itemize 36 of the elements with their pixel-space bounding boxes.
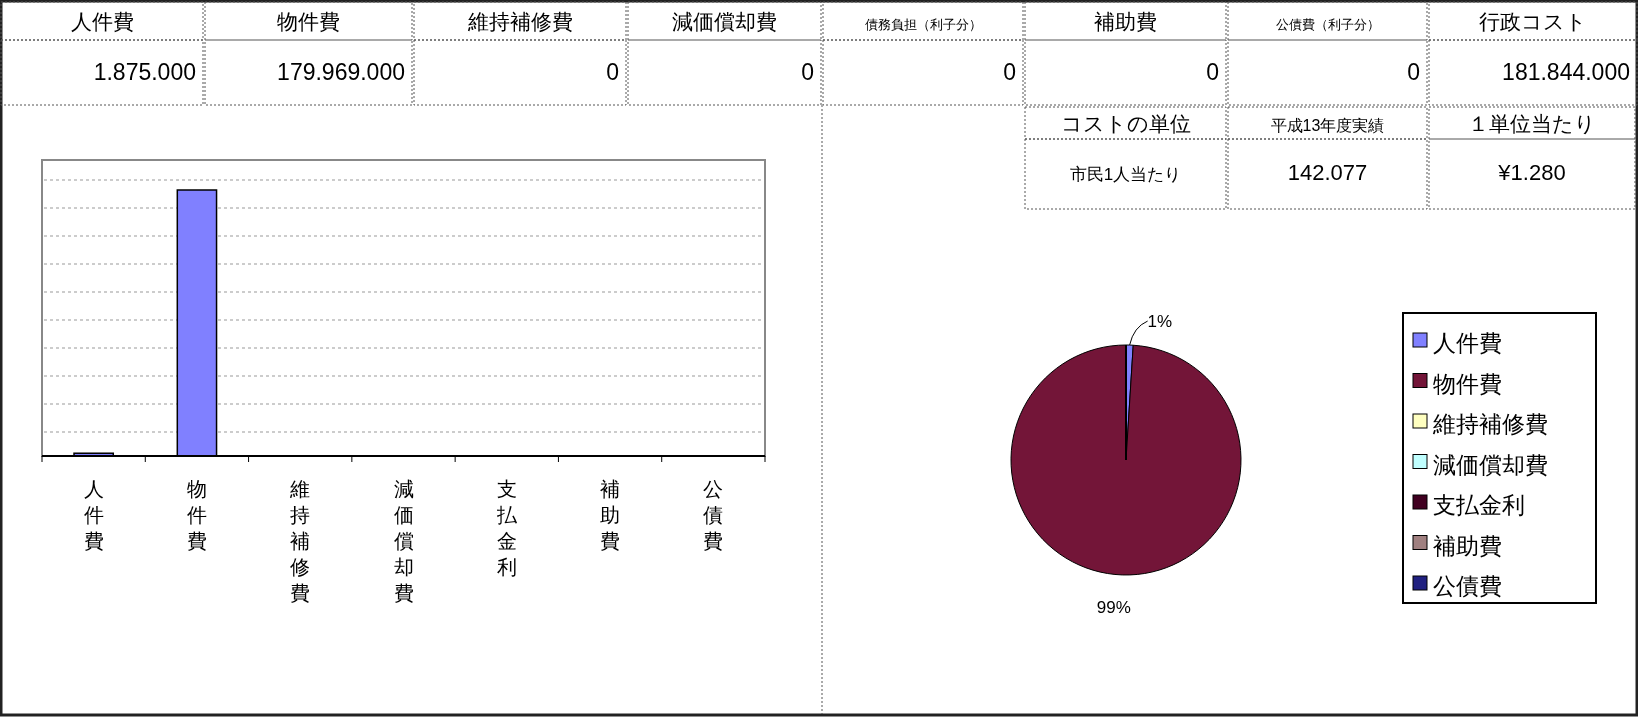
text: 179.969.000 (277, 59, 405, 85)
text: ¥1.280 (1497, 160, 1566, 185)
legend-label: 人件費 (1433, 330, 1502, 356)
text: 債務負担（利子分） (864, 17, 982, 32)
text: 0 (801, 59, 814, 85)
data-label: 1% (1147, 312, 1173, 332)
text: 維持補修費 (466, 10, 573, 33)
x-tick-label: 人件費 (83, 478, 104, 552)
text: 物件費 (277, 10, 340, 33)
text: 平成13年度実績 (1270, 117, 1385, 134)
legend-label: 物件費 (1433, 370, 1502, 397)
text: 1.875.000 (93, 59, 196, 85)
data-label: 99% (1096, 597, 1131, 617)
text: 市民1人当たり (1069, 165, 1182, 184)
x-tick-label: 減価償却費 (393, 478, 414, 604)
text: 公債費（利子分） (1275, 17, 1380, 32)
x-tick-label: 公債費 (703, 478, 724, 552)
x-tick-label: 物件費 (186, 478, 207, 552)
text: 補助費 (1094, 10, 1157, 33)
text: 0 (606, 59, 619, 85)
text: 減価償却費 (672, 10, 777, 33)
x-tick-label: 維持補修費 (289, 478, 311, 604)
text: 人件費 (70, 10, 134, 33)
text: コストの単位 (1060, 112, 1191, 135)
text: 行政コスト (1479, 10, 1587, 33)
text: １単位当たり (1468, 112, 1596, 135)
legend-label: 維持補修費 (1432, 411, 1548, 437)
x-tick-label: 支払金利 (495, 478, 518, 578)
pie-slice (1010, 344, 1242, 576)
legend-label: 減価償却費 (1433, 451, 1548, 478)
text: 142.077 (1287, 160, 1368, 185)
x-tick-label: 補助費 (600, 478, 621, 552)
text: 0 (1407, 59, 1420, 85)
text: 0 (1206, 59, 1219, 85)
text: 181.844.000 (1502, 59, 1630, 85)
text: 0 (1003, 59, 1016, 85)
